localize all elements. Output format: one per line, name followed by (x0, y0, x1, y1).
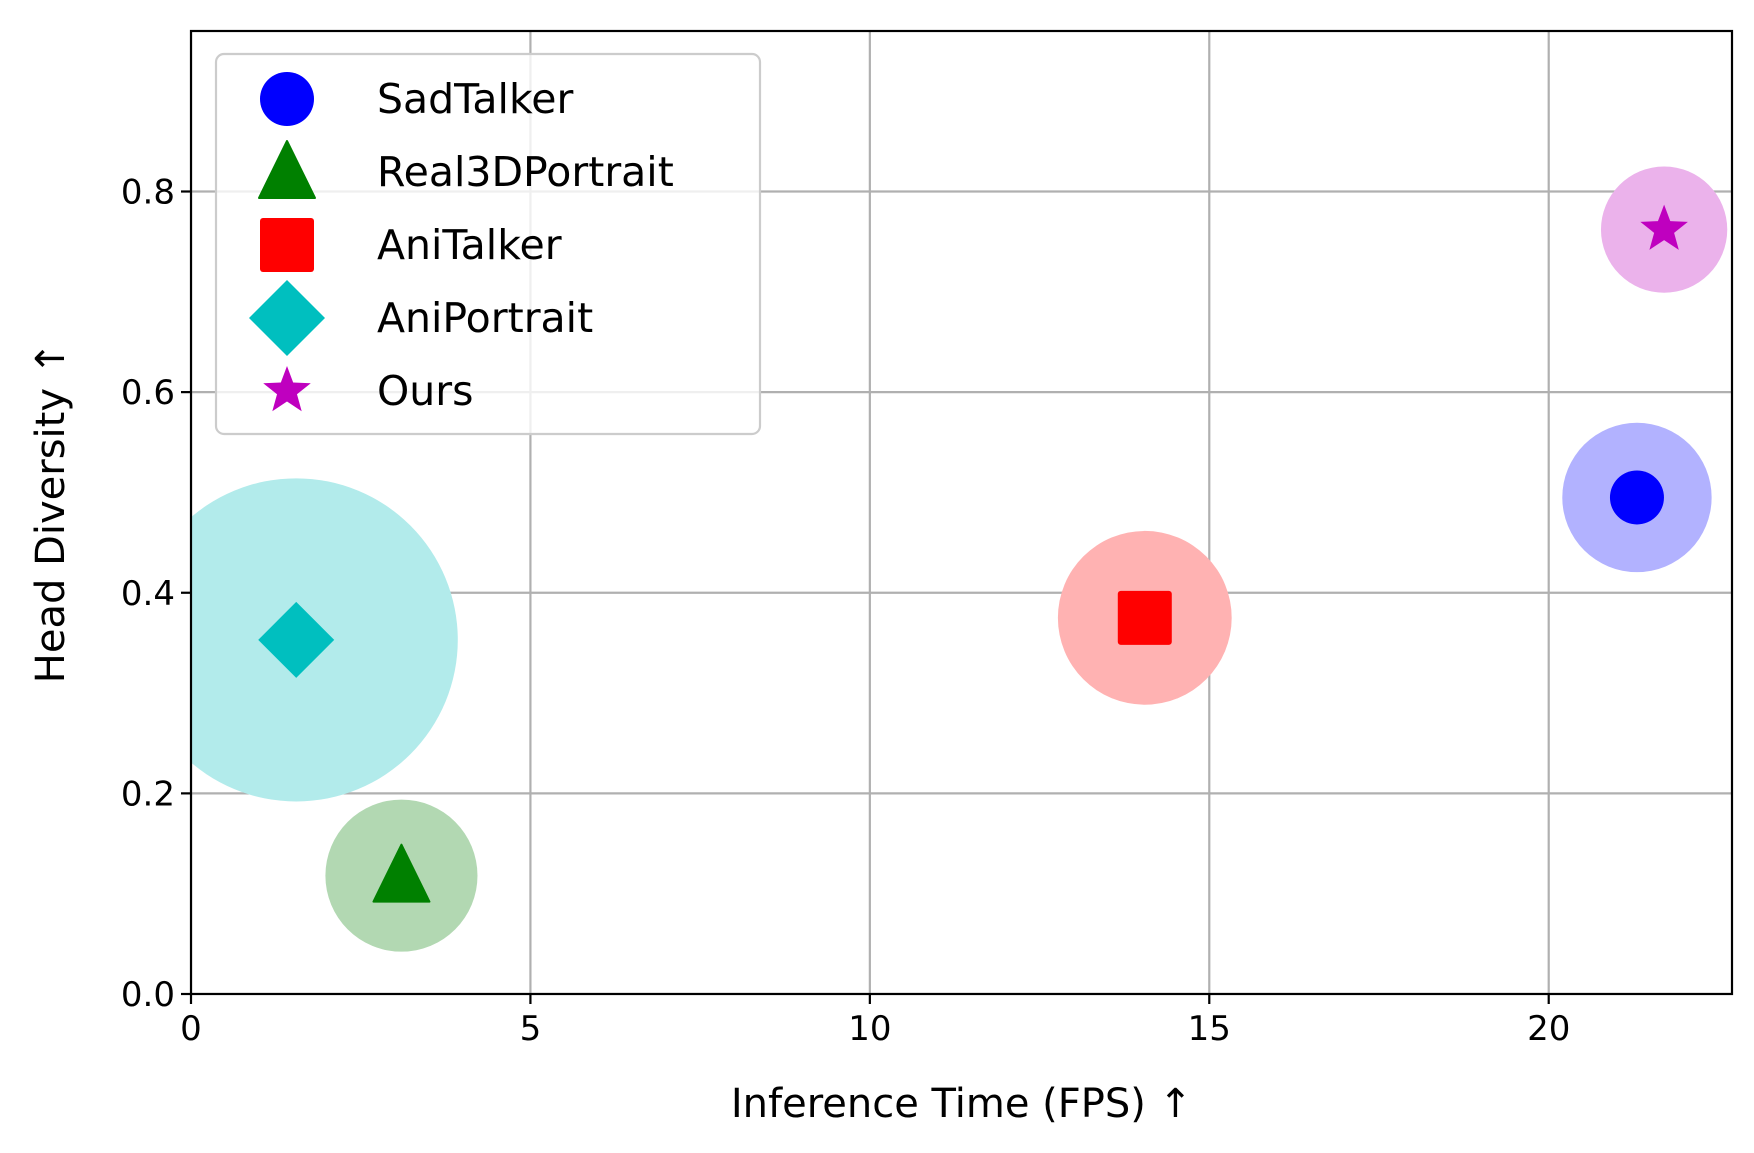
legend-marker-aniportrait (249, 280, 325, 356)
x-axis-title: Inference Time (FPS) ↑ (731, 1081, 1192, 1127)
y-tick-label: 0.4 (121, 574, 175, 614)
point-anitalker (1117, 590, 1172, 645)
y-tick-label: 0.0 (121, 975, 175, 1015)
y-axis-title: Head Diversity ↑ (28, 342, 74, 683)
legend-label-sadtalker: SadTalker (377, 75, 573, 123)
x-tick-label: 10 (848, 1009, 891, 1049)
x-tick-label: 20 (1527, 1009, 1570, 1049)
legend: SadTalker Real3DPortrait AniTalker AniPortr… (214, 52, 762, 436)
plot-frame (189, 29, 1734, 996)
legend-label-aniportrait: AniPortrait (377, 294, 593, 342)
x-tick-label: 0 (180, 1009, 202, 1049)
legend-marker-real3dportrait (258, 140, 316, 199)
y-tick-label: 0.8 (121, 173, 175, 213)
y-axis: 0.0 0.2 0.4 0.6 0.8 (121, 173, 191, 1015)
y-tick-label: 0.6 (121, 373, 175, 413)
data-points (258, 204, 1688, 903)
legend-marker-sadtalker (260, 72, 314, 126)
legend-label-ours: Ours (377, 367, 473, 415)
x-tick-label: 5 (520, 1009, 542, 1049)
point-sadtalker (1609, 470, 1664, 525)
y-tick-label: 0.2 (121, 774, 175, 814)
legend-marker-ours (263, 366, 311, 412)
x-tick-label: 15 (1188, 1009, 1231, 1049)
legend-box (214, 52, 762, 436)
legend-label-real3dportrait: Real3DPortrait (377, 148, 674, 196)
legend-label-anitalker: AniTalker (377, 221, 562, 269)
point-ours (1640, 204, 1688, 250)
point-real3dportrait (372, 843, 431, 903)
point-aniportrait (258, 601, 335, 678)
legend-marker-anitalker (260, 218, 314, 272)
x-axis: 0 5 10 15 20 (180, 994, 1570, 1049)
